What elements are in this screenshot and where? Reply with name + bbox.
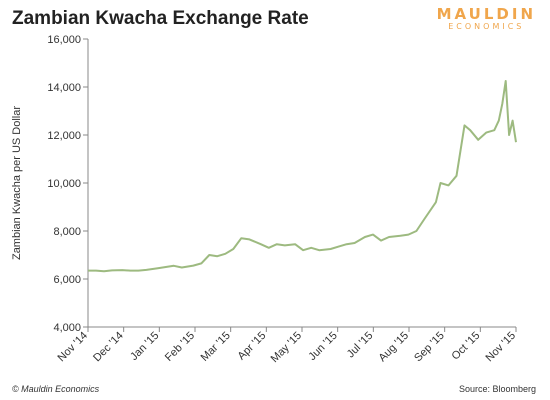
logo-line-1: MAULDIN [436,5,536,23]
mauldin-economics-logo: MAULDIN ECONOMICS [437,6,536,32]
x-tick-label: Mar '15 [199,330,233,364]
source-text: Source: Bloomberg [458,384,536,394]
x-tick-label: Jan '15 [128,330,161,363]
series-layer [88,80,517,273]
y-tick-label: 4,000 [53,322,81,334]
y-tick-label: 6,000 [53,274,81,286]
x-tick-label: Oct '15 [450,330,483,363]
x-tick-label: Aug '15 [376,330,411,365]
kwacha-usd-line [88,80,517,273]
x-tick-label: Nov '14 [56,330,91,365]
x-tick-label: Jul '15 [345,330,376,361]
x-tick-label: Jun '15 [306,330,339,363]
copyright-text: © Mauldin Economics [12,384,100,394]
x-tick-label: May '15 [269,330,304,365]
y-tick-label: 14,000 [47,82,81,94]
x-tick-label: Apr '15 [236,330,269,363]
y-tick-label: 8,000 [53,226,81,238]
logo-line-2: ECONOMICS [448,22,525,31]
axes [83,38,517,332]
x-tick-label: Feb '15 [163,330,197,364]
x-tick-label: Sep '15 [412,330,447,365]
x-tick-label: Nov '15 [484,330,519,365]
y-axis-title: Zambian Kwacha per US Dollar [11,106,23,260]
y-tick-label: 16,000 [47,34,81,46]
y-tick-label: 12,000 [47,130,81,142]
y-tick-label: 10,000 [47,178,81,190]
tick-labels: 4,000 6,000 8,000 10,000 12,000 14,000 16,000 N… [47,34,518,365]
chart-title: Zambian Kwacha Exchange Rate [12,8,309,29]
x-tick-label: Dec '14 [91,330,126,365]
